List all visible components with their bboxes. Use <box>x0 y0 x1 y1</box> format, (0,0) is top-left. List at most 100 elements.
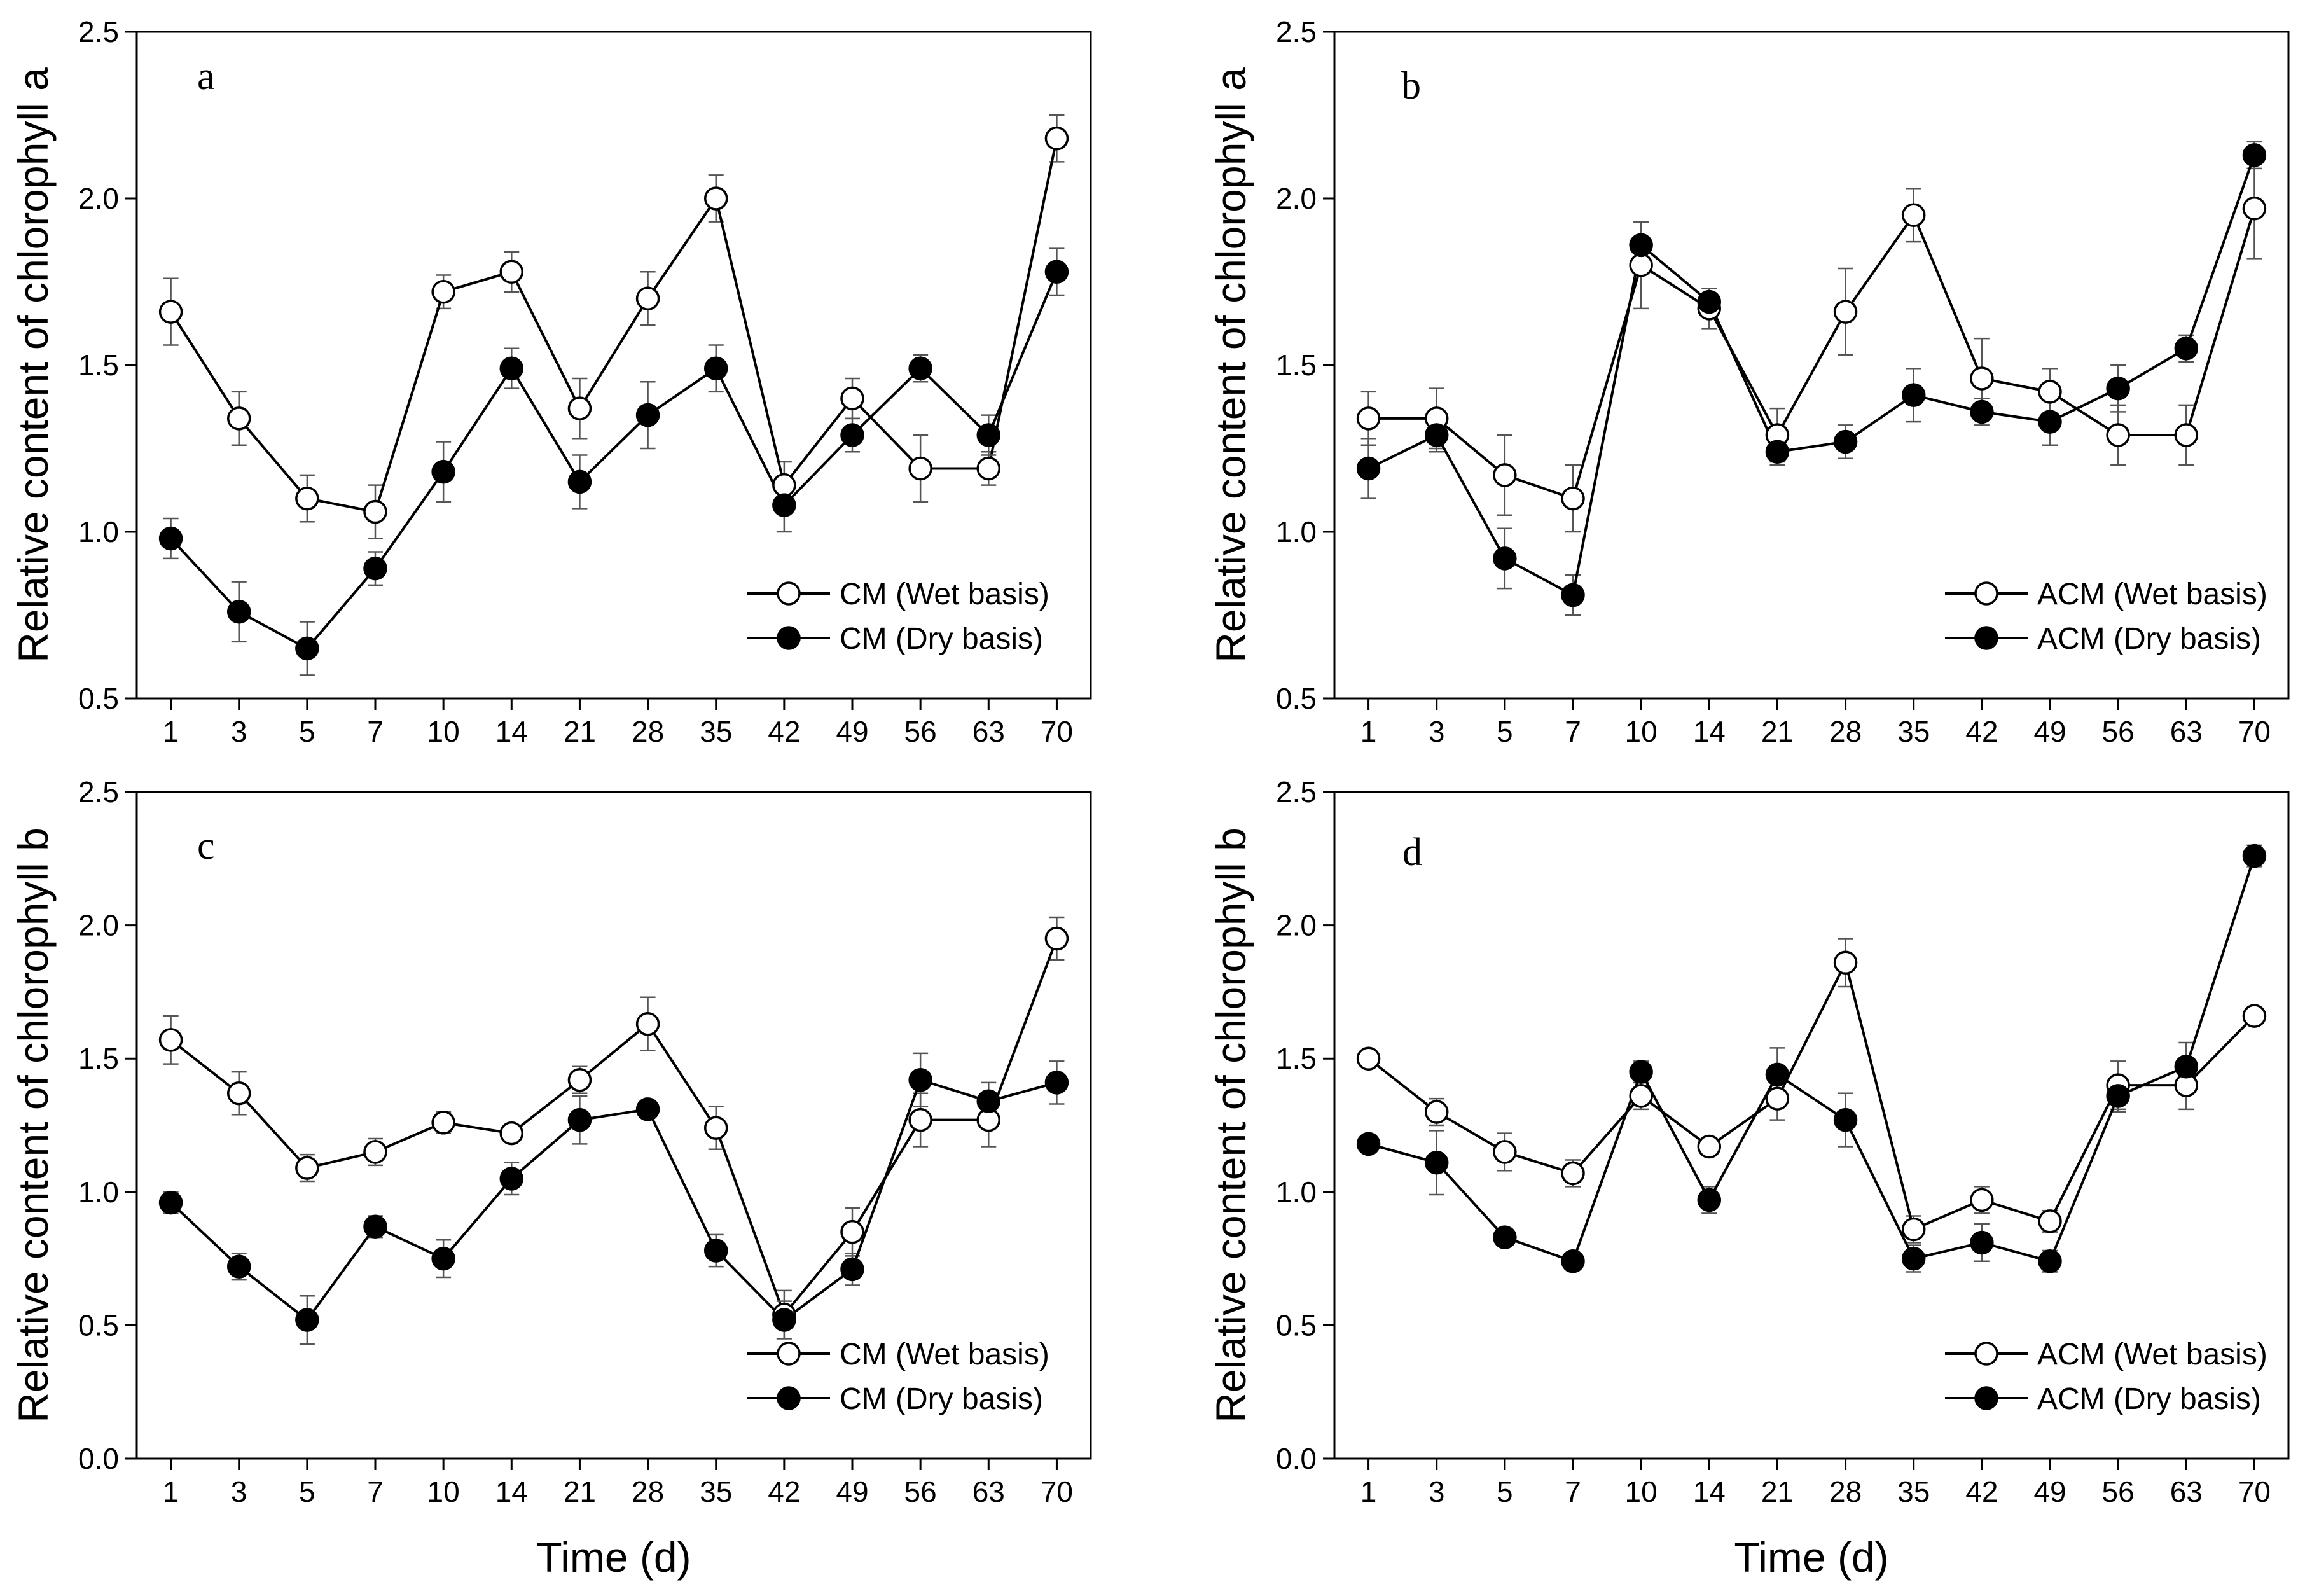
data-point-wet <box>1970 1188 1994 1212</box>
y-tick-label: 1.0 <box>78 515 119 548</box>
series-line <box>1367 155 2256 597</box>
data-point-wet <box>1833 950 1858 975</box>
x-tick-label: 70 <box>1041 715 1073 748</box>
data-point-wet <box>908 1107 932 1132</box>
x-tick-label: 35 <box>1897 715 1930 748</box>
x-tick-label: 21 <box>1761 1475 1794 1508</box>
data-point-dry <box>431 1246 455 1271</box>
x-tick-label: 49 <box>2033 715 2066 748</box>
data-point-dry <box>158 526 183 551</box>
panel-letter: c <box>197 824 215 868</box>
legend-marker <box>1974 1342 1998 1366</box>
series-line <box>170 1078 1057 1322</box>
data-point-wet <box>840 1219 864 1244</box>
legend-entry: CM (Wet basis) <box>747 1338 1049 1371</box>
data-point-dry <box>1765 1062 1790 1087</box>
legend-marker <box>1974 626 1998 650</box>
series-line <box>1368 208 2256 501</box>
x-tick-label: 21 <box>564 1475 596 1508</box>
x-tick-label: 21 <box>1761 715 1794 748</box>
x-tick-label: 14 <box>1693 1475 1726 1508</box>
y-tick-label: 2.0 <box>1276 182 1317 215</box>
x-tick-label: 49 <box>836 1475 868 1508</box>
x-tick-label: 56 <box>904 715 937 748</box>
x-tick-label: 70 <box>1041 1475 1073 1508</box>
data-point-dry <box>567 1107 592 1132</box>
x-tick-label: 5 <box>299 1475 315 1508</box>
data-point-dry <box>1493 1225 1517 1249</box>
x-tick-label: 21 <box>564 715 596 748</box>
x-tick-label: 3 <box>231 715 247 748</box>
legend-label: CM (Dry basis) <box>840 1382 1043 1416</box>
y-tick-label: 2.5 <box>1276 775 1317 808</box>
data-point-wet <box>226 406 251 431</box>
data-point-wet <box>499 1121 524 1146</box>
data-point-dry <box>1044 260 1069 284</box>
data-point-dry <box>840 1257 864 1282</box>
data-point-wet <box>703 186 728 211</box>
legend-marker <box>1974 581 1998 606</box>
x-tick-label: 56 <box>904 1475 937 1508</box>
data-point-wet <box>2038 1209 2062 1233</box>
data-point-dry <box>2242 143 2267 167</box>
data-point-dry <box>772 1308 796 1332</box>
series-dry-basis <box>163 1052 1065 1345</box>
data-point-wet <box>1901 1217 1926 1242</box>
y-tick-label: 0.5 <box>78 1308 119 1342</box>
x-tick-label: 3 <box>1429 715 1445 748</box>
data-point-wet <box>431 1111 455 1135</box>
series-line <box>170 271 1058 650</box>
series-dry-basis <box>1360 141 2262 616</box>
data-point-dry <box>1493 546 1517 571</box>
panel-letter: d <box>1402 831 1422 874</box>
data-point-wet <box>1044 926 1069 951</box>
legend-label: ACM (Wet basis) <box>2037 1338 2267 1371</box>
data-point-wet <box>1561 486 1585 511</box>
y-tick-label: 0.0 <box>78 1442 119 1475</box>
legend-label: CM (Wet basis) <box>840 578 1049 611</box>
y-tick-label: 0.5 <box>1276 1308 1317 1342</box>
data-point-dry <box>295 1308 319 1332</box>
data-point-dry <box>976 423 1001 447</box>
data-point-wet <box>499 260 524 284</box>
data-point-wet <box>2242 1004 2267 1028</box>
x-tick-label: 14 <box>495 1475 528 1508</box>
data-point-dry <box>1424 423 1449 447</box>
data-point-dry <box>567 469 592 494</box>
data-point-dry <box>1833 429 1858 454</box>
data-point-dry <box>1970 399 1994 424</box>
x-tick-label: 1 <box>163 1475 179 1508</box>
x-tick-label: 28 <box>632 1475 664 1508</box>
data-point-dry <box>363 1214 387 1239</box>
data-point-dry <box>2174 1055 2199 1079</box>
data-point-wet <box>635 1011 660 1036</box>
data-point-dry <box>908 356 932 380</box>
data-point-dry <box>908 1067 932 1092</box>
x-tick-label: 42 <box>768 1475 800 1508</box>
legend-marker <box>777 1342 801 1366</box>
data-point-dry <box>499 356 524 380</box>
data-point-dry <box>226 600 251 624</box>
x-tick-label: 5 <box>299 715 315 748</box>
y-tick-label: 1.0 <box>1276 515 1317 548</box>
data-point-dry <box>635 403 660 427</box>
legend-label: CM (Wet basis) <box>840 1338 1049 1371</box>
panel-a: 0.51.01.52.02.51 3 5 7 10 14 21 28 35 42 49 56 63 70R… <box>10 15 1092 748</box>
panel-c: 0.00.51.01.52.02.51 3 5 7 10 14 21 28 35 42 49 56 63… <box>10 775 1092 1581</box>
panel-d: 0.00.51.01.52.02.51 3 5 7 10 14 21 28 35 42 49 56 63… <box>1207 775 2290 1581</box>
x-tick-label: 10 <box>427 1475 460 1508</box>
y-tick-label: 1.5 <box>78 1042 119 1075</box>
data-point-wet <box>295 486 319 511</box>
x-tick-label: 70 <box>2238 715 2271 748</box>
x-tick-label: 70 <box>2238 1475 2271 1508</box>
data-point-dry <box>499 1167 524 1191</box>
data-point-dry <box>703 1239 728 1263</box>
x-tick-label: 35 <box>700 715 732 748</box>
x-tick-label: 5 <box>1497 1475 1513 1508</box>
x-tick-label: 7 <box>1565 1475 1581 1508</box>
legend-entry: ACM (Dry basis) <box>1945 1382 2261 1416</box>
data-point-wet <box>226 1081 251 1106</box>
data-point-wet <box>2038 380 2062 404</box>
plot-frame <box>135 791 1092 1460</box>
y-tick-label: 2.0 <box>78 909 119 942</box>
